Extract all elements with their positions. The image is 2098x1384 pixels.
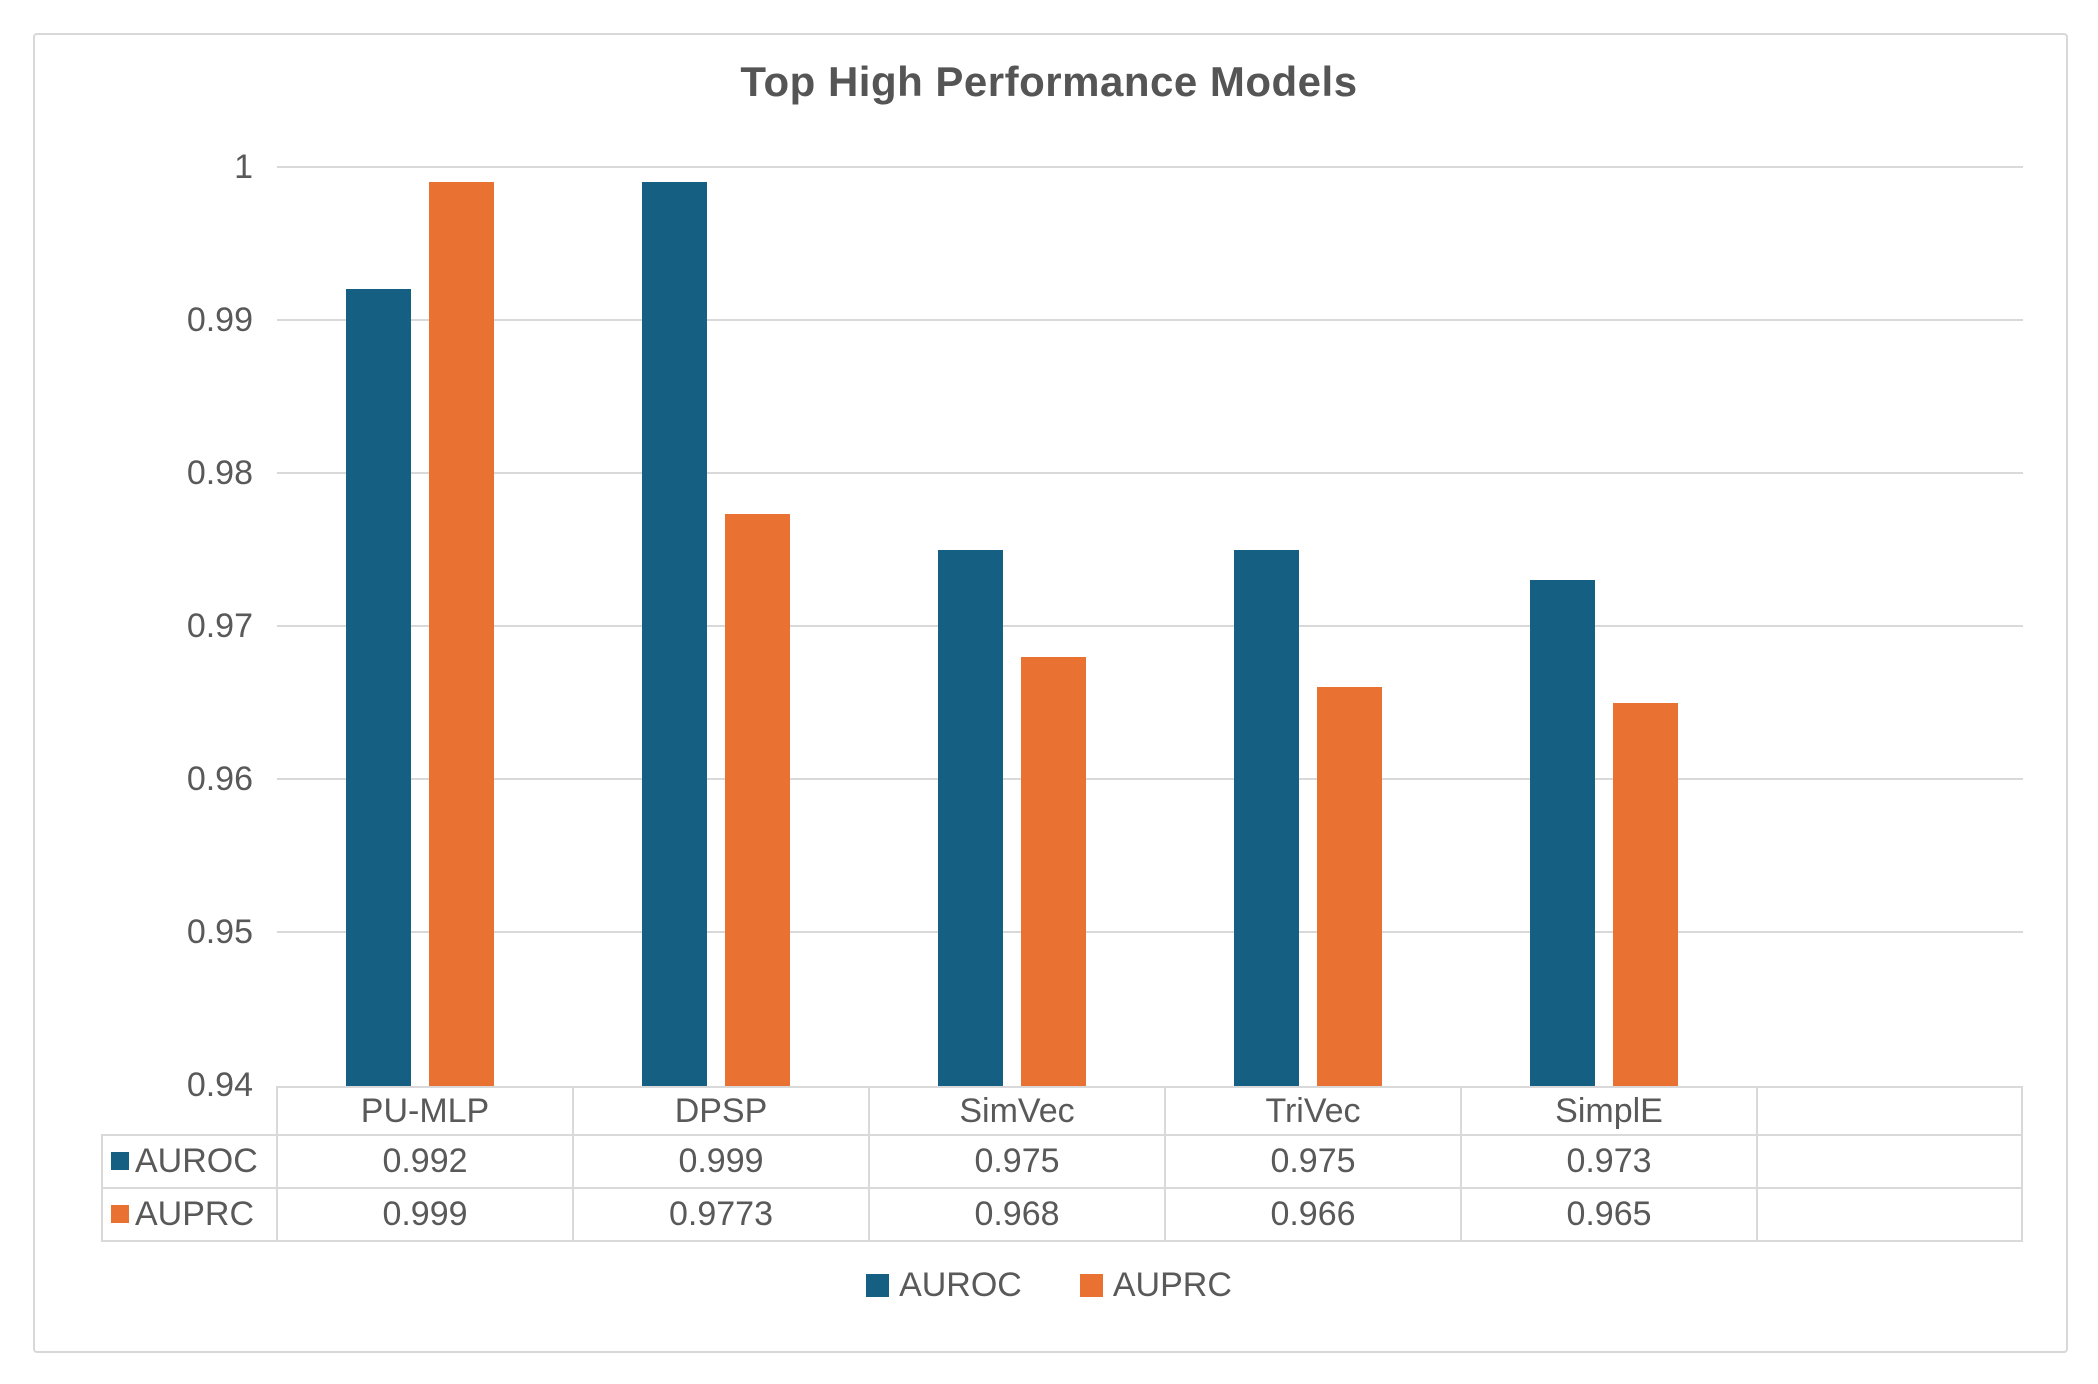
gridline (277, 625, 2023, 627)
gridline (277, 931, 2023, 933)
legend-label: AUROC (899, 1266, 1022, 1304)
table-value-cell: 0.973 (1460, 1134, 1758, 1189)
gridline (277, 472, 2023, 474)
y-axis-tick-label: 0.98 (186, 454, 253, 492)
bar-auprc-simvec (1021, 657, 1086, 1086)
legend-swatch-icon (1079, 1274, 1103, 1297)
chart-title: Top High Performance Models (740, 58, 1358, 105)
legend-item-auroc: AUROC (866, 1266, 1022, 1305)
bar-auprc-simple (1613, 703, 1678, 1086)
table-corner-blank (102, 1087, 277, 1135)
gridline (277, 166, 2023, 168)
y-axis-tick-label: 0.99 (186, 301, 253, 339)
table-value-cell: 0.965 (1460, 1187, 1758, 1242)
y-axis-tick-label: 0.95 (186, 913, 253, 951)
y-axis-tick-label: 0.96 (186, 760, 253, 798)
table-header-cell: DPSP (572, 1086, 870, 1136)
bar-auroc-dpsp (642, 182, 707, 1086)
legend-item-auprc: AUPRC (1079, 1266, 1232, 1305)
table-row: AUROC 0.992 0.999 0.975 0.975 0.973 (101, 1134, 2023, 1189)
table-value-cell: 0.999 (276, 1187, 574, 1242)
y-axis-tick-label: 0.97 (186, 607, 253, 645)
y-axis-tick-label: 0.94 (186, 1066, 253, 1104)
bar-auroc-pu-mlp (346, 289, 411, 1086)
series-swatch-icon (111, 1152, 129, 1171)
legend-swatch-icon (866, 1274, 890, 1297)
legend-label: AUPRC (1112, 1266, 1232, 1304)
bar-auroc-trivec (1234, 550, 1299, 1086)
bar-auroc-simple (1530, 580, 1595, 1086)
series-swatch-icon (111, 1205, 129, 1224)
legend: AUROC AUPRC (0, 1266, 2098, 1305)
bar-auprc-pu-mlp (429, 182, 494, 1086)
table-header-cell: SimplE (1460, 1086, 1758, 1136)
table-row-label: AUPRC (101, 1187, 278, 1242)
table-row-label: AUROC (101, 1134, 278, 1189)
data-table: PU-MLP DPSP SimVec TriVec SimplE AUROC 0.992 0.… (101, 1086, 2023, 1242)
table-value-cell: 0.999 (572, 1134, 870, 1189)
table-value-cell: 0.975 (868, 1134, 1166, 1189)
table-value-cell: 0.992 (276, 1134, 574, 1189)
table-value-cell: 0.9773 (572, 1187, 870, 1242)
bar-auprc-trivec (1317, 687, 1382, 1086)
table-header-cell: SimVec (868, 1086, 1166, 1136)
table-header-empty-cell (1756, 1086, 2023, 1136)
table-empty-cell (1756, 1134, 2023, 1189)
table-value-cell: 0.975 (1164, 1134, 1462, 1189)
table-empty-cell (1756, 1187, 2023, 1242)
gridline (277, 319, 2023, 321)
table-value-cell: 0.966 (1164, 1187, 1462, 1242)
table-row: AUPRC 0.999 0.9773 0.968 0.966 0.965 (101, 1187, 2023, 1242)
table-header-cell: TriVec (1164, 1086, 1462, 1136)
gridline (277, 778, 2023, 780)
table-value-cell: 0.968 (868, 1187, 1166, 1242)
bar-auroc-simvec (938, 550, 1003, 1086)
data-table-wrap: PU-MLP DPSP SimVec TriVec SimplE AUROC 0.992 0.… (101, 1086, 2023, 1242)
bar-auprc-dpsp (725, 514, 790, 1086)
table-header-cell: PU-MLP (276, 1086, 574, 1136)
y-axis-tick-label: 1 (234, 148, 253, 186)
